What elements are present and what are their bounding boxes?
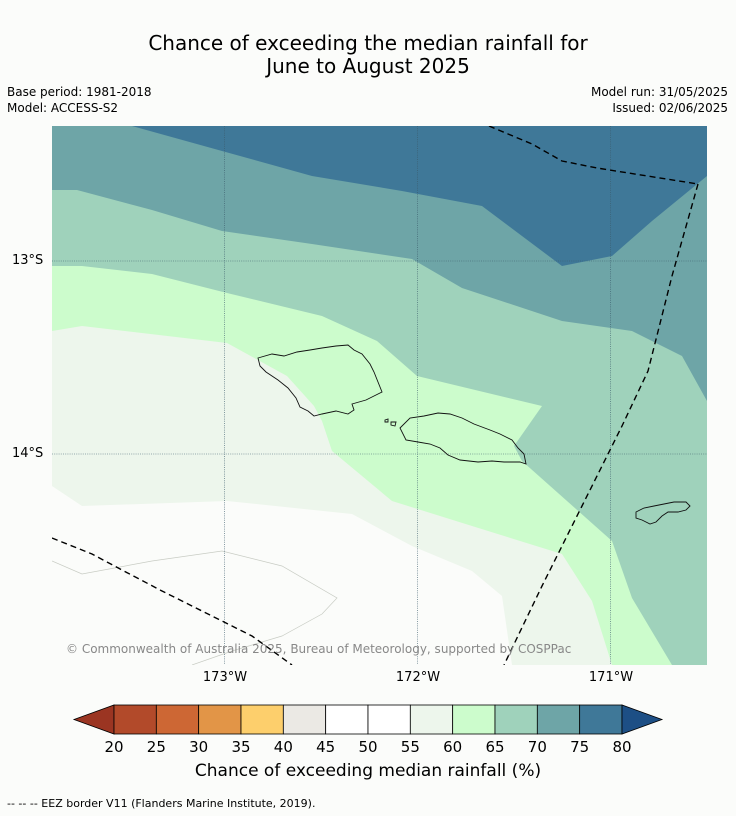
model-run: Model run: 31/05/2025 <box>590 85 728 99</box>
colorbar: 20 25 30 35 40 45 50 55 60 65 70 75 80 <box>72 704 664 756</box>
colorbar-segment <box>325 704 369 735</box>
colorbar-tick-label: 65 <box>485 738 504 756</box>
savaii-island-outline <box>257 344 383 417</box>
samoa-coastlines <box>257 344 691 525</box>
issued-date: Issued: 02/06/2025 <box>612 101 728 115</box>
colorbar-over-arrow <box>621 704 664 735</box>
colorbar-tick-label: 60 <box>443 738 462 756</box>
tutuila-island-outline <box>635 501 691 525</box>
colorbar-tick-label: 70 <box>528 738 547 756</box>
band-50-55 <box>52 486 512 665</box>
eez-legend-note: -- -- -- EEZ border V11 (Flanders Marine… <box>7 797 316 810</box>
colorbar-tick-label: 35 <box>231 738 250 756</box>
lat-label-14s: 14°S <box>12 446 44 461</box>
colorbar-segment <box>367 704 411 735</box>
colorbar-segment <box>282 704 327 735</box>
apolima-islet <box>384 418 389 423</box>
colorbar-tick-label: 25 <box>147 738 166 756</box>
colorbar-label: Chance of exceeding median rainfall (%) <box>194 761 542 781</box>
lon-label-171w: 171°W <box>588 670 634 685</box>
colorbar-tick-label: 40 <box>274 738 293 756</box>
colorbar-tick-label: 55 <box>401 738 420 756</box>
lat-label-13s: 13°S <box>12 253 44 268</box>
colorbar-segment <box>409 704 454 735</box>
colorbar-tick-label: 75 <box>570 738 589 756</box>
forecast-map: © Commonwealth of Australia 2025, Bureau… <box>52 126 707 665</box>
colorbar-segment <box>198 704 242 735</box>
lon-label-172w: 172°W <box>395 670 441 685</box>
map-title-line2: June to August 2025 <box>266 54 470 78</box>
graticule <box>52 126 707 665</box>
colorbar-segment <box>240 704 284 735</box>
copyright-notice: © Commonwealth of Australia 2025, Bureau… <box>66 642 571 656</box>
colorbar-tick-label: 30 <box>189 738 208 756</box>
colorbar-segment <box>155 704 200 735</box>
lon-label-173w: 173°W <box>202 670 248 685</box>
colorbar-tick-label: 80 <box>612 738 631 756</box>
map-title-line1: Chance of exceeding the median rainfall … <box>148 31 588 55</box>
colorbar-under-arrow <box>72 704 115 735</box>
upolu-island-outline <box>399 412 527 465</box>
colorbar-tick-label: 20 <box>104 738 123 756</box>
colorbar-segment <box>452 704 496 735</box>
base-period: Base period: 1981-2018 <box>7 85 152 99</box>
model-name: Model: ACCESS-S2 <box>7 101 119 115</box>
colorbar-segment <box>579 704 623 735</box>
colorbar-segment <box>113 704 157 735</box>
colorbar-tick-label: 45 <box>316 738 335 756</box>
eez-border <box>52 126 699 665</box>
colorbar-tick-label: 50 <box>358 738 377 756</box>
colorbar-segment <box>536 704 581 735</box>
manono-islet <box>390 421 397 427</box>
colorbar-segment <box>494 704 538 735</box>
